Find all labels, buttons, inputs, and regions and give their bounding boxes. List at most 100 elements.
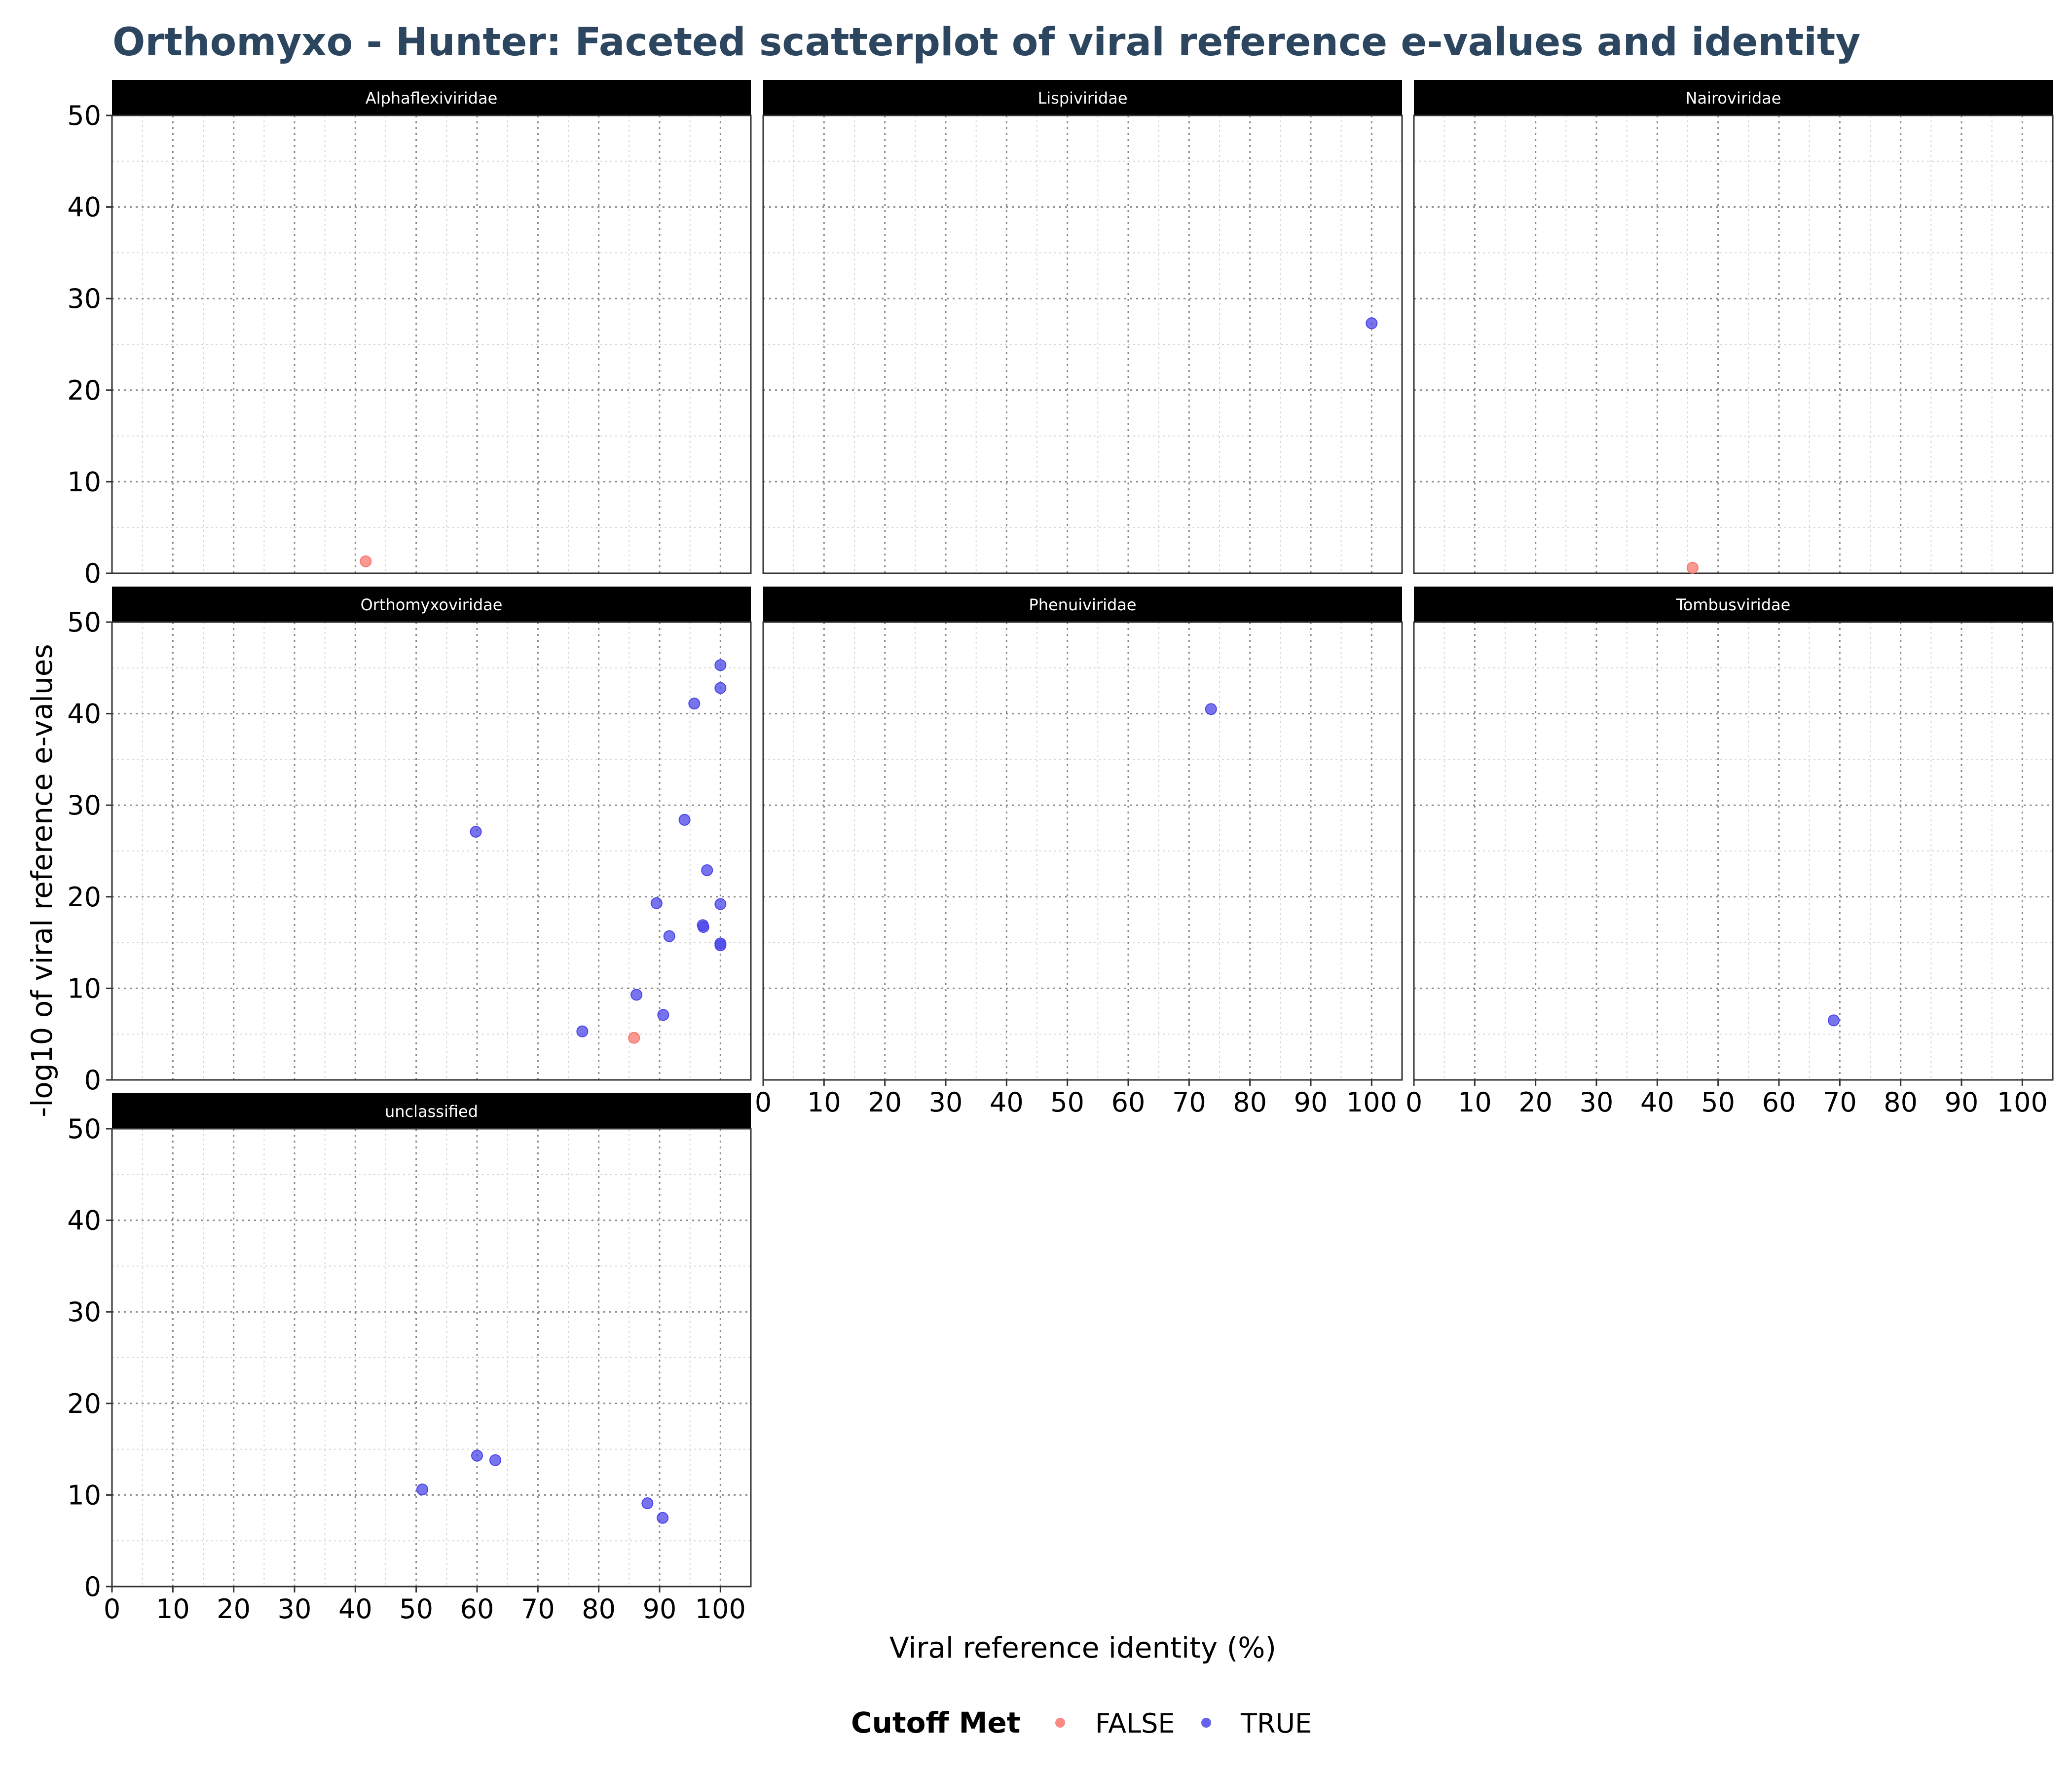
x-tick-label: 100 <box>695 1593 746 1625</box>
x-tick-label: 80 <box>1233 1087 1267 1118</box>
x-tick-label: 100 <box>1997 1087 2048 1118</box>
data-point <box>1686 561 1699 574</box>
data-point <box>650 897 663 909</box>
facet-strip <box>112 1093 751 1129</box>
facet-unclassified: unclassified 0 10 20 30 40 50 0 10 20 30 40 50 60 70 80… <box>67 1093 752 1625</box>
x-tick-label: 60 <box>1111 1087 1146 1118</box>
data-point <box>657 1512 669 1524</box>
x-tick-label: 20 <box>1518 1087 1553 1118</box>
y-tick-label: 20 <box>67 375 101 406</box>
data-point <box>714 682 727 694</box>
y-tick-label: 10 <box>67 973 101 1004</box>
panel-border <box>762 621 1403 1081</box>
facet-strip-label: Tombusviridae <box>1676 595 1791 614</box>
data-point <box>663 930 675 942</box>
x-tick-label: 50 <box>1701 1087 1735 1118</box>
data-point <box>360 555 372 567</box>
data-point <box>714 939 727 952</box>
facet-strip-label: Nairoviridae <box>1686 89 1781 108</box>
x-tick-label: 0 <box>755 1087 772 1118</box>
x-tick-label: 60 <box>1762 1087 1796 1118</box>
x-tick-label: 90 <box>643 1593 677 1625</box>
facet-strip <box>763 80 1402 115</box>
data-point <box>576 1025 589 1037</box>
facet-orthomyxoviridae: Orthomyxoviridae 0 10 20 30 40 50 <box>67 587 752 1096</box>
data-point <box>701 864 713 876</box>
panel-border <box>111 621 752 1081</box>
legend-key-true <box>1201 1718 1211 1728</box>
x-tick-label: 30 <box>278 1593 312 1625</box>
facet-nairoviridae: Nairoviridae <box>1413 80 2054 574</box>
y-tick-label: 40 <box>67 192 101 223</box>
legend-key-false <box>1055 1718 1065 1728</box>
data-point <box>628 1032 640 1044</box>
x-tick-label: 70 <box>521 1593 555 1625</box>
panel-border <box>762 114 1403 574</box>
x-tick-label: 20 <box>217 1593 251 1625</box>
x-tick-label: 50 <box>399 1593 433 1625</box>
y-tick-label: 50 <box>67 607 101 638</box>
facet-alphaflexiviridae: Alphaflexiviridae 0 10 20 30 40 50 <box>67 80 752 589</box>
legend: Cutoff Met FALSE TRUE <box>851 1706 1312 1739</box>
x-tick-label: 100 <box>1346 1087 1397 1118</box>
data-point <box>714 898 727 910</box>
x-tick-label: 70 <box>1823 1087 1857 1118</box>
x-tick-label: 90 <box>1945 1087 1979 1118</box>
facet-strip <box>763 587 1402 622</box>
x-tick-label: 40 <box>1640 1087 1674 1118</box>
data-point <box>688 698 701 710</box>
data-point <box>657 1009 669 1021</box>
y-tick-label: 20 <box>67 882 101 913</box>
data-point <box>697 921 709 933</box>
data-point <box>630 989 643 1001</box>
panel-border <box>1413 621 2054 1081</box>
x-tick-label: 80 <box>1884 1087 1918 1118</box>
y-tick-label: 30 <box>67 283 101 314</box>
x-tick-label: 80 <box>582 1593 616 1625</box>
facet-strip-label: Phenuiviridae <box>1029 595 1136 614</box>
y-tick-label: 10 <box>67 466 101 497</box>
y-tick-label: 0 <box>84 558 101 589</box>
x-tick-label: 50 <box>1050 1087 1084 1118</box>
data-point <box>678 814 691 826</box>
data-point <box>471 1449 483 1462</box>
x-axis-label: Viral reference identity (%) <box>889 1631 1276 1665</box>
facet-strip <box>1414 587 2053 622</box>
x-tick-label: 0 <box>1406 1087 1422 1118</box>
data-point <box>714 659 727 671</box>
x-tick-label: 60 <box>460 1593 494 1625</box>
panel-border <box>111 114 752 574</box>
x-tick-label: 10 <box>1458 1087 1492 1118</box>
panel-border <box>1413 114 2054 574</box>
legend-title: Cutoff Met <box>851 1706 1020 1739</box>
facet-strip-label: Alphaflexiviridae <box>366 89 498 108</box>
facets-layer: Alphaflexiviridae 0 10 20 30 40 50 Lispiviridae… <box>67 80 2054 1625</box>
facet-strip-label: Orthomyxoviridae <box>361 595 503 614</box>
data-point <box>1366 317 1378 330</box>
data-point <box>470 826 482 838</box>
x-tick-label: 10 <box>807 1087 841 1118</box>
y-tick-label: 30 <box>67 790 101 821</box>
facet-lispiviridae: Lispiviridae <box>762 80 1403 574</box>
x-tick-label: 30 <box>929 1087 963 1118</box>
facet-strip <box>1414 80 2053 115</box>
facet-tombusviridae: Tombusviridae 0 10 20 30 40 50 60 70 80 90 100 <box>1406 587 2054 1118</box>
data-point <box>416 1483 428 1496</box>
data-point <box>489 1454 501 1466</box>
y-tick-label: 20 <box>67 1388 101 1419</box>
facet-phenuiviridae: Phenuiviridae 0 10 20 30 40 50 60 70 80 90 100 <box>755 587 1403 1118</box>
y-tick-label: 30 <box>67 1296 101 1328</box>
facet-strip-label: Lispiviridae <box>1037 89 1127 108</box>
data-point <box>641 1497 654 1510</box>
legend-label-true: TRUE <box>1240 1708 1312 1739</box>
facet-strip <box>112 80 751 115</box>
x-tick-label: 30 <box>1580 1087 1614 1118</box>
y-tick-label: 50 <box>67 100 101 131</box>
y-tick-label: 10 <box>67 1480 101 1511</box>
x-tick-label: 0 <box>104 1593 120 1625</box>
y-tick-label: 40 <box>67 1205 101 1236</box>
y-tick-label: 50 <box>67 1113 101 1145</box>
x-tick-label: 40 <box>338 1593 372 1625</box>
